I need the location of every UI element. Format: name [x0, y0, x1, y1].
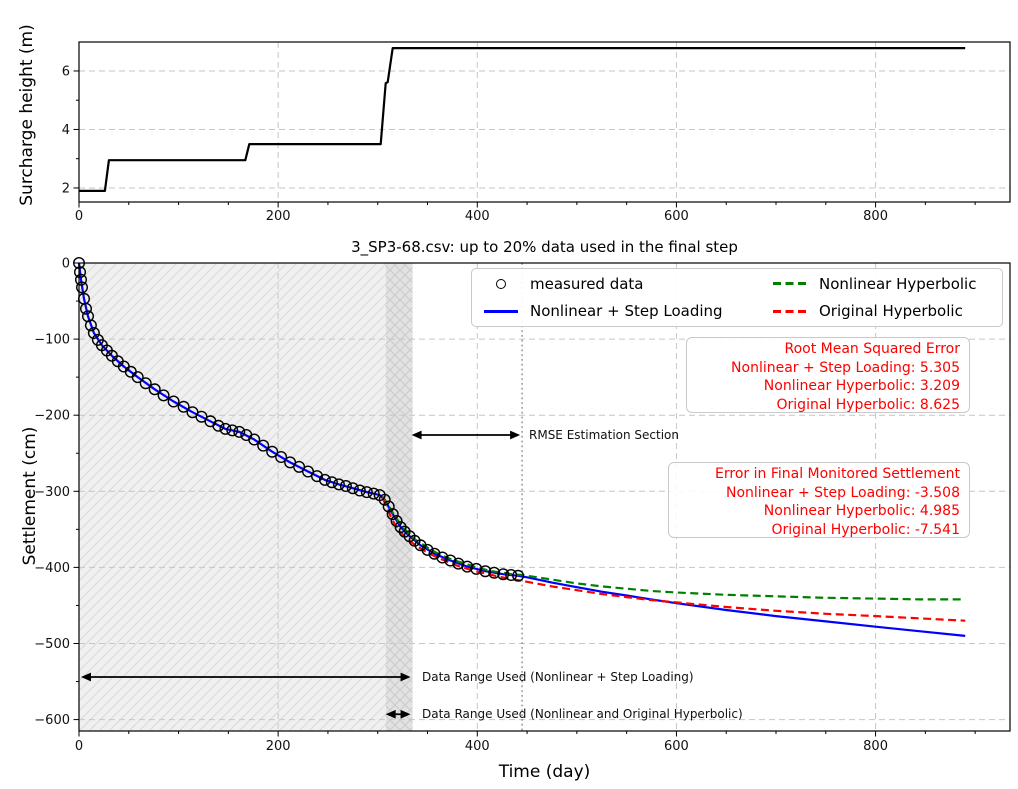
surcharge-subplot: 0 200 400 600 800 2 4 6 — [62, 41, 1011, 224]
rmse-box-title: Root Mean Squared Error — [784, 341, 960, 357]
measured-data-circle-icon — [482, 278, 520, 289]
rmse-nonlinear-hyperbolic-value: Nonlinear Hyperbolic: 3.209 — [763, 378, 960, 394]
legend-item-nonlinear-hyperbolic: Nonlinear Hyperbolic — [761, 271, 1002, 297]
svg-text:−400: −400 — [34, 561, 70, 576]
svg-text:600: 600 — [664, 209, 689, 224]
svg-text:0: 0 — [75, 209, 83, 224]
svg-text:−600: −600 — [34, 713, 70, 728]
legend-label: Original Hyperbolic — [819, 302, 963, 321]
svg-text:4: 4 — [62, 123, 70, 138]
dashed-line-icon — [771, 309, 809, 313]
solid-line-icon — [482, 309, 520, 313]
legend-item-step-loading: Nonlinear + Step Loading — [472, 298, 761, 324]
svg-text:−500: −500 — [34, 637, 70, 652]
data-range-step-loading-annotation: Data Range Used (Nonlinear + Step Loadin… — [422, 670, 694, 684]
legend-item-measured-data: measured data — [472, 271, 761, 297]
error-box-title: Error in Final Monitored Settlement — [715, 466, 960, 482]
legend-label: Nonlinear + Step Loading — [530, 302, 723, 321]
rmse-text-box: Root Mean Squared Error Nonlinear + Step… — [686, 337, 970, 413]
rmse-original-hyperbolic-value: Original Hyperbolic: 8.625 — [776, 396, 960, 413]
error-original-hyperbolic-value: Original Hyperbolic: -7.541 — [771, 521, 960, 538]
legend-label: measured data — [530, 274, 644, 293]
error-nonlinear-hyperbolic-value: Nonlinear Hyperbolic: 4.985 — [763, 503, 960, 519]
chart-title: 3_SP3-68.csv: up to 20% data used in the… — [351, 238, 738, 256]
svg-text:800: 800 — [863, 739, 888, 754]
svg-text:0: 0 — [62, 257, 70, 272]
svg-text:−200: −200 — [34, 409, 70, 424]
rmse-section-annotation: RMSE Estimation Section — [529, 428, 680, 442]
svg-text:−300: −300 — [34, 485, 70, 500]
surcharge-y-axis-label: Surcharge height (m) — [17, 24, 37, 206]
svg-text:200: 200 — [266, 209, 291, 224]
legend-label: Nonlinear Hyperbolic — [819, 274, 977, 293]
final-settlement-error-text-box: Error in Final Monitored Settlement Nonl… — [668, 462, 970, 538]
svg-text:200: 200 — [266, 739, 291, 754]
svg-text:600: 600 — [664, 739, 689, 754]
x-axis-label: Time (day) — [498, 762, 591, 782]
svg-text:400: 400 — [465, 739, 490, 754]
svg-text:800: 800 — [863, 209, 888, 224]
svg-text:0: 0 — [75, 739, 83, 754]
svg-text:6: 6 — [62, 64, 70, 79]
data-range-hyperbolic-annotation: Data Range Used (Nonlinear and Original … — [422, 707, 743, 721]
svg-text:2: 2 — [62, 181, 70, 196]
svg-text:400: 400 — [465, 209, 490, 224]
svg-text:−100: −100 — [34, 333, 70, 348]
legend-item-original-hyperbolic: Original Hyperbolic — [761, 298, 1002, 324]
settlement-y-axis-label: Settlement (cm) — [20, 426, 40, 566]
legend: measured data Nonlinear + Step Loading N… — [471, 268, 1003, 327]
error-step-loading-value: Nonlinear + Step Loading: -3.508 — [725, 484, 960, 501]
rmse-step-loading-value: Nonlinear + Step Loading: 5.305 — [731, 359, 960, 376]
dashed-line-icon — [771, 282, 809, 286]
settlement-subplot: 0 200 400 600 800 0 −100 −200 −300 −400 −500 −600 — [34, 257, 1011, 754]
